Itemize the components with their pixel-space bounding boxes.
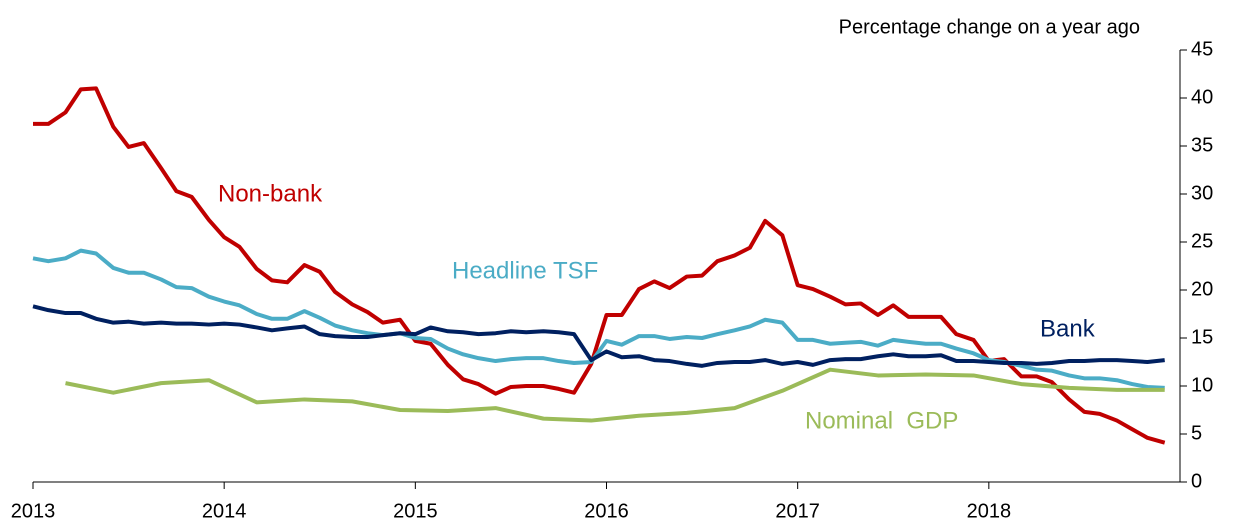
series-label: Headline TSF [452,257,598,284]
y-tick-label: 35 [1191,134,1213,156]
y-tick-label: 30 [1191,182,1213,204]
x-tick-label: 2014 [202,500,247,522]
y-tick-label: 5 [1191,422,1202,444]
y-tick-label: 45 [1191,38,1213,60]
series-line [32,304,1165,368]
x-tick-label: 2017 [775,500,820,522]
y-tick-label: 0 [1191,470,1202,492]
x-tick-label: 2016 [584,500,629,522]
axis-title: Percentage change on a year ago [839,16,1140,38]
series-label: Nominal GDP [805,407,958,434]
y-tick-label: 15 [1191,326,1213,348]
y-tick-label: 40 [1191,86,1213,108]
y-tick-label: 20 [1191,278,1213,300]
series-line [33,86,1166,445]
x-tick-label: 2018 [967,500,1012,522]
series-line [32,248,1165,390]
x-tick-label: 2015 [393,500,438,522]
y-tick-label: 25 [1191,230,1213,252]
x-tick-label: 2013 [11,500,56,522]
y-tick-label: 10 [1191,374,1213,396]
series-label: Bank [1040,315,1096,342]
series-line [65,367,1165,423]
series-label: Non-bank [218,180,323,207]
